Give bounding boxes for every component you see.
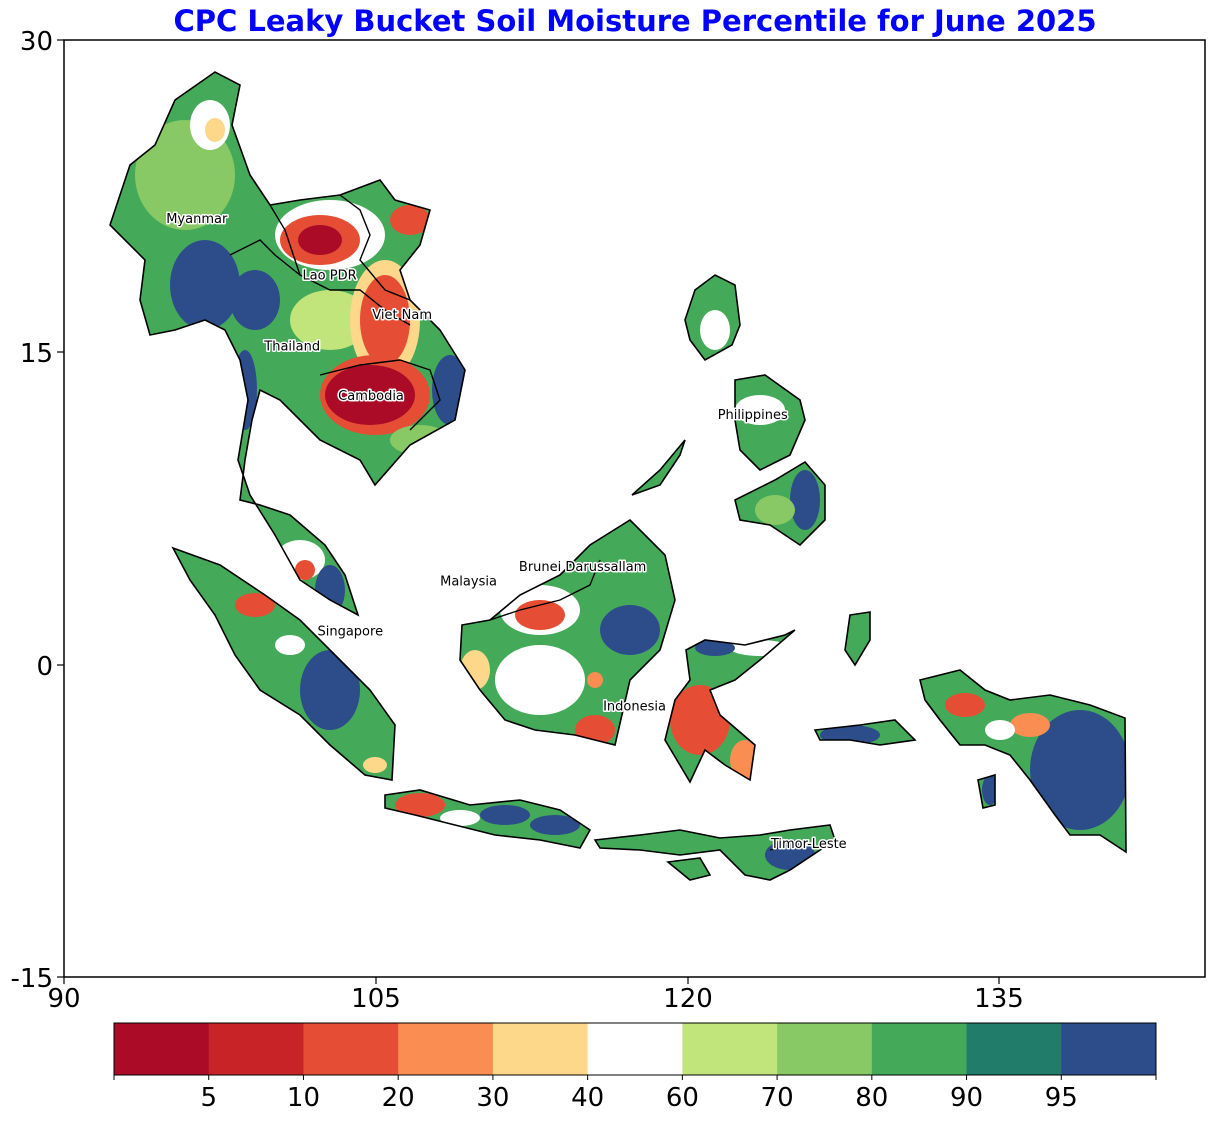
colorbar-tick-label: 95 (1045, 1083, 1078, 1113)
colorbar-swatch (492, 1023, 589, 1075)
x-tick-label: 90 (47, 984, 80, 1014)
colorbar-swatch (682, 1023, 778, 1075)
colorbar-tick-label: 20 (382, 1083, 415, 1113)
colorbar-swatch (871, 1023, 968, 1075)
y-tick-label: 15 (20, 339, 53, 369)
colorbar-tick-label: 60 (666, 1083, 699, 1113)
country-label: Timor-Leste (770, 837, 847, 852)
colorbar-tick-label: 30 (476, 1083, 509, 1113)
country-label: Singapore (317, 625, 383, 640)
country-borders (229, 194, 961, 851)
country-label: Indonesia (603, 699, 666, 714)
colorbar-tick-label: 5 (200, 1083, 217, 1113)
colorbar-swatch (208, 1023, 304, 1075)
y-tick-label: -15 (11, 964, 53, 994)
colorbar-tick-label: 70 (761, 1083, 794, 1113)
colorbar-swatch (303, 1023, 399, 1075)
axis-ticks (57, 39, 1000, 984)
country-label: Myanmar (166, 212, 228, 227)
country-label: Brunei Darussallam (519, 560, 646, 575)
colorbar-swatch (1061, 1023, 1157, 1075)
colorbar-tick-label: 40 (571, 1083, 604, 1113)
y-tick-label: 30 (20, 27, 53, 57)
map-title: CPC Leaky Bucket Soil Moisture Percentil… (173, 4, 1097, 38)
country-label: Lao PDR (302, 268, 356, 283)
colorbar-tick-label: 90 (950, 1083, 983, 1113)
colorbar-swatch (966, 1023, 1062, 1075)
country-label: Malaysia (440, 575, 497, 590)
colorbar-swatch (777, 1023, 873, 1075)
country-label: Cambodia (338, 389, 404, 404)
y-tick-label: 0 (36, 652, 53, 682)
country-label: Viet Nam (372, 308, 432, 323)
colorbar: 5 10 20 30 40 60 70 80 90 95 (113, 1022, 1157, 1113)
colorbar-tick-label: 80 (855, 1083, 888, 1113)
colorbar-swatch (587, 1023, 683, 1075)
colorbar-tick-label: 10 (287, 1083, 320, 1113)
country-labels: Myanmar Lao PDR Viet Nam Thailand Cambodia Ph… (165, 211, 848, 854)
colorbar-swatch (398, 1023, 494, 1075)
x-tick-label: 105 (351, 984, 401, 1014)
colorbar-border (113, 1022, 1157, 1076)
colorbar-swatch (114, 1023, 210, 1075)
country-label: Philippines (718, 408, 788, 423)
country-label: Thailand (263, 339, 320, 354)
x-tick-label: 135 (974, 984, 1024, 1014)
x-tick-label: 120 (663, 984, 713, 1014)
